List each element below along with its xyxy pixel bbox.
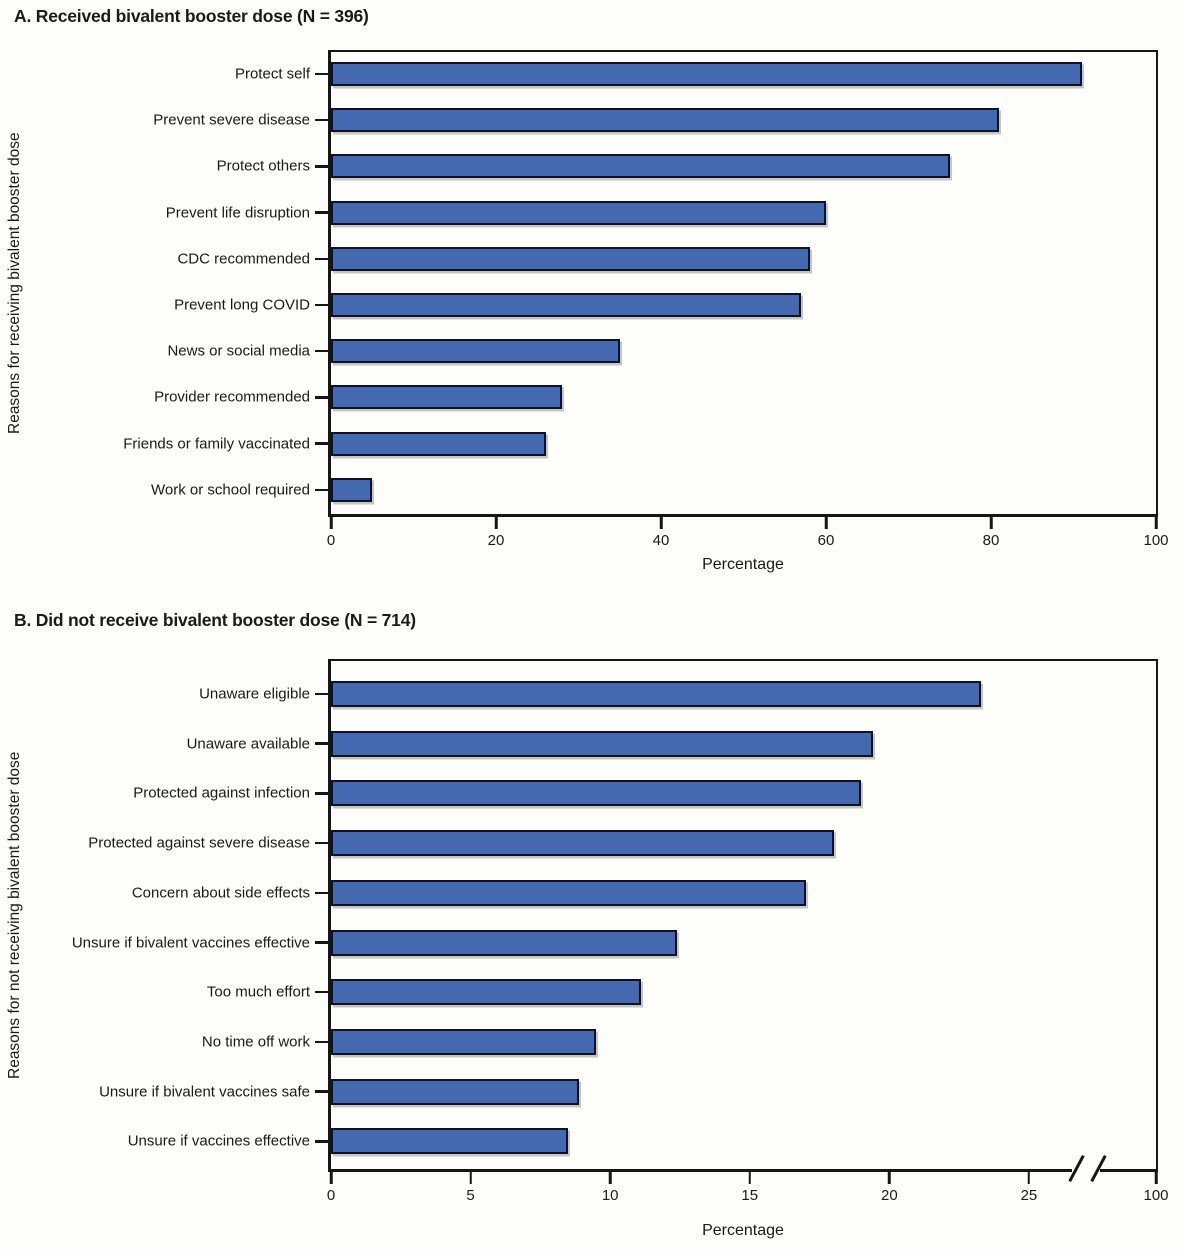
panel-a-plot-area: Protect self Prevent severe disease Protec…: [123, 50, 1169, 549]
category-label: Protect self: [234, 65, 310, 83]
category-label: Protected against severe disease: [88, 834, 310, 852]
bar: [331, 293, 802, 317]
x-tick-label: 20: [881, 1187, 898, 1204]
x-tick: [1154, 517, 1158, 529]
x-tick-label: 0: [326, 1187, 336, 1204]
x-tick: [329, 1172, 333, 1184]
x-tick: [608, 1172, 612, 1184]
y-tick: [315, 742, 328, 745]
bar: [331, 830, 834, 857]
category-label: Prevent severe disease: [153, 111, 310, 129]
category-label: CDC recommended: [177, 250, 310, 268]
x-tick-label: 100: [1143, 532, 1169, 549]
x-tick: [748, 1172, 752, 1184]
panel-a-y-axis-label: Reasons for receiving bivalent booster d…: [6, 132, 23, 435]
category-label: Provider recommended: [154, 388, 310, 406]
y-tick: [315, 211, 328, 214]
category-label: Prevent long COVID: [174, 296, 310, 314]
category-label: Unaware eligible: [199, 685, 310, 703]
bar: [331, 1128, 569, 1155]
panel-b-x-axis-label: Percentage: [702, 1222, 784, 1239]
x-tick-label: 10: [601, 1187, 619, 1204]
panel-b-y-axis-label: Reasons for not receiving bivalent boost…: [6, 751, 23, 1080]
bar: [331, 879, 806, 906]
category-label: Unsure if bivalent vaccines safe: [99, 1083, 310, 1101]
bar: [331, 154, 950, 179]
x-tick: [659, 517, 663, 529]
x-tick-label: 40: [652, 532, 670, 549]
y-tick: [315, 841, 328, 845]
y-tick: [315, 442, 328, 445]
y-tick: [315, 1040, 328, 1044]
bar: [331, 246, 810, 271]
category-label: News or social media: [167, 342, 310, 360]
category-label: Prevent life disruption: [165, 204, 310, 222]
x-tick: [1027, 1172, 1031, 1184]
bar: [331, 681, 982, 707]
y-tick: [315, 303, 328, 307]
category-label: Unsure if bivalent vaccines effective: [71, 934, 310, 951]
bar: [331, 1078, 580, 1105]
panel-a-x-axis-label: Percentage: [702, 556, 784, 573]
bar: [331, 339, 620, 364]
x-tick: [1154, 1172, 1158, 1184]
bar: [331, 1028, 597, 1055]
category-label: Concern about side effects: [131, 884, 310, 902]
category-label: Too much effort: [206, 983, 310, 1001]
x-tick-label: 20: [487, 532, 505, 549]
y-tick: [315, 1090, 328, 1093]
x-tick-label: 15: [741, 1187, 759, 1204]
x-tick-label: 80: [982, 532, 1000, 549]
y-tick: [315, 165, 328, 168]
category-label: Protected against infection: [133, 784, 310, 802]
bar: [331, 929, 678, 956]
y-tick: [315, 488, 328, 492]
x-tick-label: 0: [326, 532, 336, 549]
bar: [331, 979, 641, 1006]
x-tick: [989, 517, 993, 529]
y-tick: [315, 1140, 328, 1143]
y-tick: [315, 118, 328, 122]
category-label: Friends or family vaccinated: [123, 435, 310, 453]
y-tick: [315, 891, 328, 895]
x-tick-label: 60: [817, 532, 835, 549]
y-tick: [315, 396, 328, 399]
bar: [331, 62, 1082, 86]
y-tick: [315, 349, 328, 353]
bar: [331, 108, 1000, 133]
y-tick: [315, 72, 328, 76]
category-label: Protect others: [216, 157, 310, 175]
panel-a-title: A. Received bivalent booster dose (N = 3…: [14, 6, 369, 26]
category-label: Unsure if vaccines effective: [127, 1132, 310, 1150]
bar: [331, 730, 873, 757]
bar: [331, 200, 826, 225]
y-tick: [315, 792, 328, 795]
axis-break-gap: [1071, 1169, 1100, 1172]
x-tick-label: 100: [1143, 1187, 1169, 1204]
y-tick: [315, 257, 328, 261]
x-tick-label: 25: [1020, 1187, 1038, 1204]
x-tick: [824, 517, 828, 529]
bar: [331, 431, 546, 456]
category-label: Work or school required: [151, 481, 310, 499]
bar: [331, 385, 562, 410]
x-tick: [888, 1172, 891, 1184]
x-tick-label: 5: [466, 1187, 475, 1204]
x-tick: [469, 1172, 472, 1184]
y-tick: [315, 941, 328, 944]
panel-b-plot-area: Unaware eligible Unaware available Protect…: [72, 659, 1169, 1204]
panel-b-title: B. Did not receive bivalent booster dose…: [14, 610, 416, 630]
x-tick: [329, 517, 333, 529]
bar: [331, 477, 373, 502]
x-tick: [494, 517, 498, 529]
category-label: No time off work: [201, 1033, 310, 1051]
bar: [331, 780, 862, 807]
y-tick: [315, 990, 328, 994]
y-tick: [315, 692, 328, 696]
category-label: Unaware available: [186, 735, 310, 753]
